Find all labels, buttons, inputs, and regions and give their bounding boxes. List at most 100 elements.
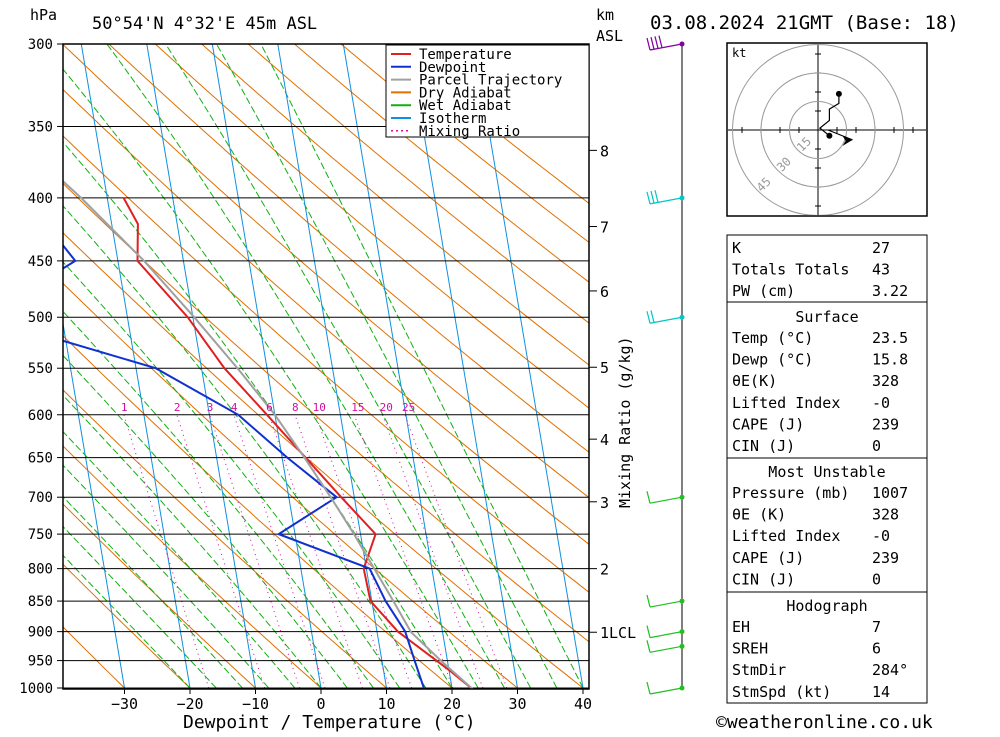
pressure-tick-label: 900 — [28, 625, 53, 641]
stats-hodograph-value: 6 — [872, 640, 881, 658]
pressure-tick-label: 1000 — [19, 681, 53, 697]
mixing-ratio-label: 10 — [313, 401, 326, 414]
wind-barb-staff — [650, 646, 682, 652]
dry-adiabat-line — [0, 44, 583, 688]
stats-surface-title: Surface — [795, 308, 858, 326]
wind-barb-staff — [650, 497, 682, 503]
wind-barb-staff — [650, 632, 682, 638]
wind-barb-feather — [651, 310, 654, 322]
stats-surface-label: Dewp (°C) — [732, 351, 813, 369]
temperature-tick-label: 30 — [508, 695, 526, 713]
dry-adiabat-line — [0, 44, 387, 688]
stats-surface-label: Lifted Index — [732, 394, 840, 412]
stats-general-label: Totals Totals — [732, 261, 849, 279]
stats-surface-label: CIN (J) — [732, 437, 795, 455]
stats-surface-label: θE(K) — [732, 372, 777, 390]
stats-hodograph-value: 284° — [872, 661, 908, 679]
wet-adiabat-line — [107, 44, 505, 688]
wind-barb-feather — [659, 36, 662, 48]
stats-surface-value: 23.5 — [872, 329, 908, 347]
stats-general-value: 3.22 — [872, 282, 908, 300]
pressure-tick-label: 800 — [28, 562, 53, 578]
wind-profile — [647, 36, 685, 694]
mixing-ratio-line — [234, 415, 325, 688]
wind-barb-feather — [647, 682, 650, 694]
stats-surface-label: Temp (°C) — [732, 329, 813, 347]
wind-barb-staff — [650, 44, 682, 50]
pressure-axis-labels: 3003504004505005506006507007508008509009… — [19, 37, 63, 697]
height-tick-label: 4 — [600, 431, 609, 449]
stats-surface-value: 0 — [872, 437, 881, 455]
wind-barb-feather — [647, 595, 650, 607]
wind-barb-feather — [655, 190, 658, 202]
mixing-ratio-line — [295, 415, 390, 688]
pressure-tick-label: 750 — [28, 527, 53, 543]
wind-barb-staff — [650, 317, 682, 323]
wind-barb-feather — [655, 36, 658, 48]
isotherm-line — [474, 44, 583, 688]
mixing-ratio-label: 15 — [351, 401, 364, 414]
stats-general-value: 43 — [872, 261, 890, 279]
temperature-tick-label: 20 — [443, 695, 461, 713]
mixing-ratio-label: 20 — [380, 401, 393, 414]
hodograph-end-dot — [836, 91, 842, 97]
pressure-tick-label: 450 — [28, 254, 53, 270]
wind-barb-staff — [650, 198, 682, 204]
wind-barb-feather — [647, 311, 650, 323]
stats-hodograph-label: StmSpd (kt) — [732, 683, 831, 701]
stats-general-value: 27 — [872, 239, 890, 257]
mixing-ratio-label: 4 — [231, 401, 238, 414]
isotherm-line — [147, 44, 256, 688]
mixing-ratio-label: 8 — [292, 401, 299, 414]
wind-barb-feather — [651, 37, 654, 49]
x-axis-label: Dewpoint / Temperature (°C) — [183, 712, 476, 733]
mixing-ratio-label: 2 — [174, 401, 181, 414]
stats-most-unstable-label: Lifted Index — [732, 527, 840, 545]
temperature-tick-label: −20 — [176, 695, 203, 713]
plot-frame — [63, 44, 589, 689]
stats-general-label: PW (cm) — [732, 282, 795, 300]
height-tick-label: 6 — [600, 283, 609, 301]
pressure-tick-label: 350 — [28, 120, 53, 136]
stats-most-unstable-value: 1007 — [872, 484, 908, 502]
height-tick-label: 8 — [600, 142, 609, 160]
mixing-ratio-label: 6 — [266, 401, 273, 414]
hodograph-start-dot — [826, 133, 832, 139]
stats-most-unstable-value: 0 — [872, 570, 881, 588]
stats-most-unstable-value: 328 — [872, 506, 899, 524]
pressure-tick-label: 500 — [28, 310, 53, 326]
mixing-ratio-line — [124, 415, 209, 688]
legend-label-mixing_ratio: Mixing Ratio — [419, 124, 520, 140]
stats-hodograph-label: StmDir — [732, 661, 786, 679]
wet-adiabat-line — [0, 44, 373, 688]
pressure-tick-label: 950 — [28, 654, 53, 670]
pressure-tick-label: 550 — [28, 361, 53, 377]
pressure-tick-label: 850 — [28, 594, 53, 610]
isotherm-line — [343, 44, 452, 688]
stats-most-unstable-label: θE (K) — [732, 506, 786, 524]
stats-hodograph-value: 7 — [872, 618, 881, 636]
hodograph-unit-label: kt — [732, 46, 746, 60]
mixing-ratio-label: 3 — [207, 401, 214, 414]
height-tick-label: 7 — [600, 219, 609, 237]
km-unit-label: km — [596, 6, 614, 24]
temperature-tick-label: 0 — [316, 695, 325, 713]
stats-most-unstable-label: Pressure (mb) — [732, 484, 849, 502]
wet-adiabat-line — [166, 44, 531, 688]
hpa-unit-label: hPa — [30, 6, 57, 24]
wind-barb-staff — [650, 601, 682, 607]
height-tick-label: 1LCL — [600, 624, 636, 642]
pressure-tick-label: 650 — [28, 451, 53, 467]
stats-hodograph-title: Hodograph — [786, 597, 867, 615]
stats-general-label: K — [732, 239, 741, 257]
copyright-footer: ©weatheronline.co.uk — [716, 712, 933, 733]
wind-barb-feather — [647, 38, 650, 50]
wind-barb-staff — [650, 688, 682, 694]
location-title: 50°54'N 4°32'E 45m ASL — [92, 14, 317, 34]
pressure-tick-label: 300 — [28, 37, 53, 53]
